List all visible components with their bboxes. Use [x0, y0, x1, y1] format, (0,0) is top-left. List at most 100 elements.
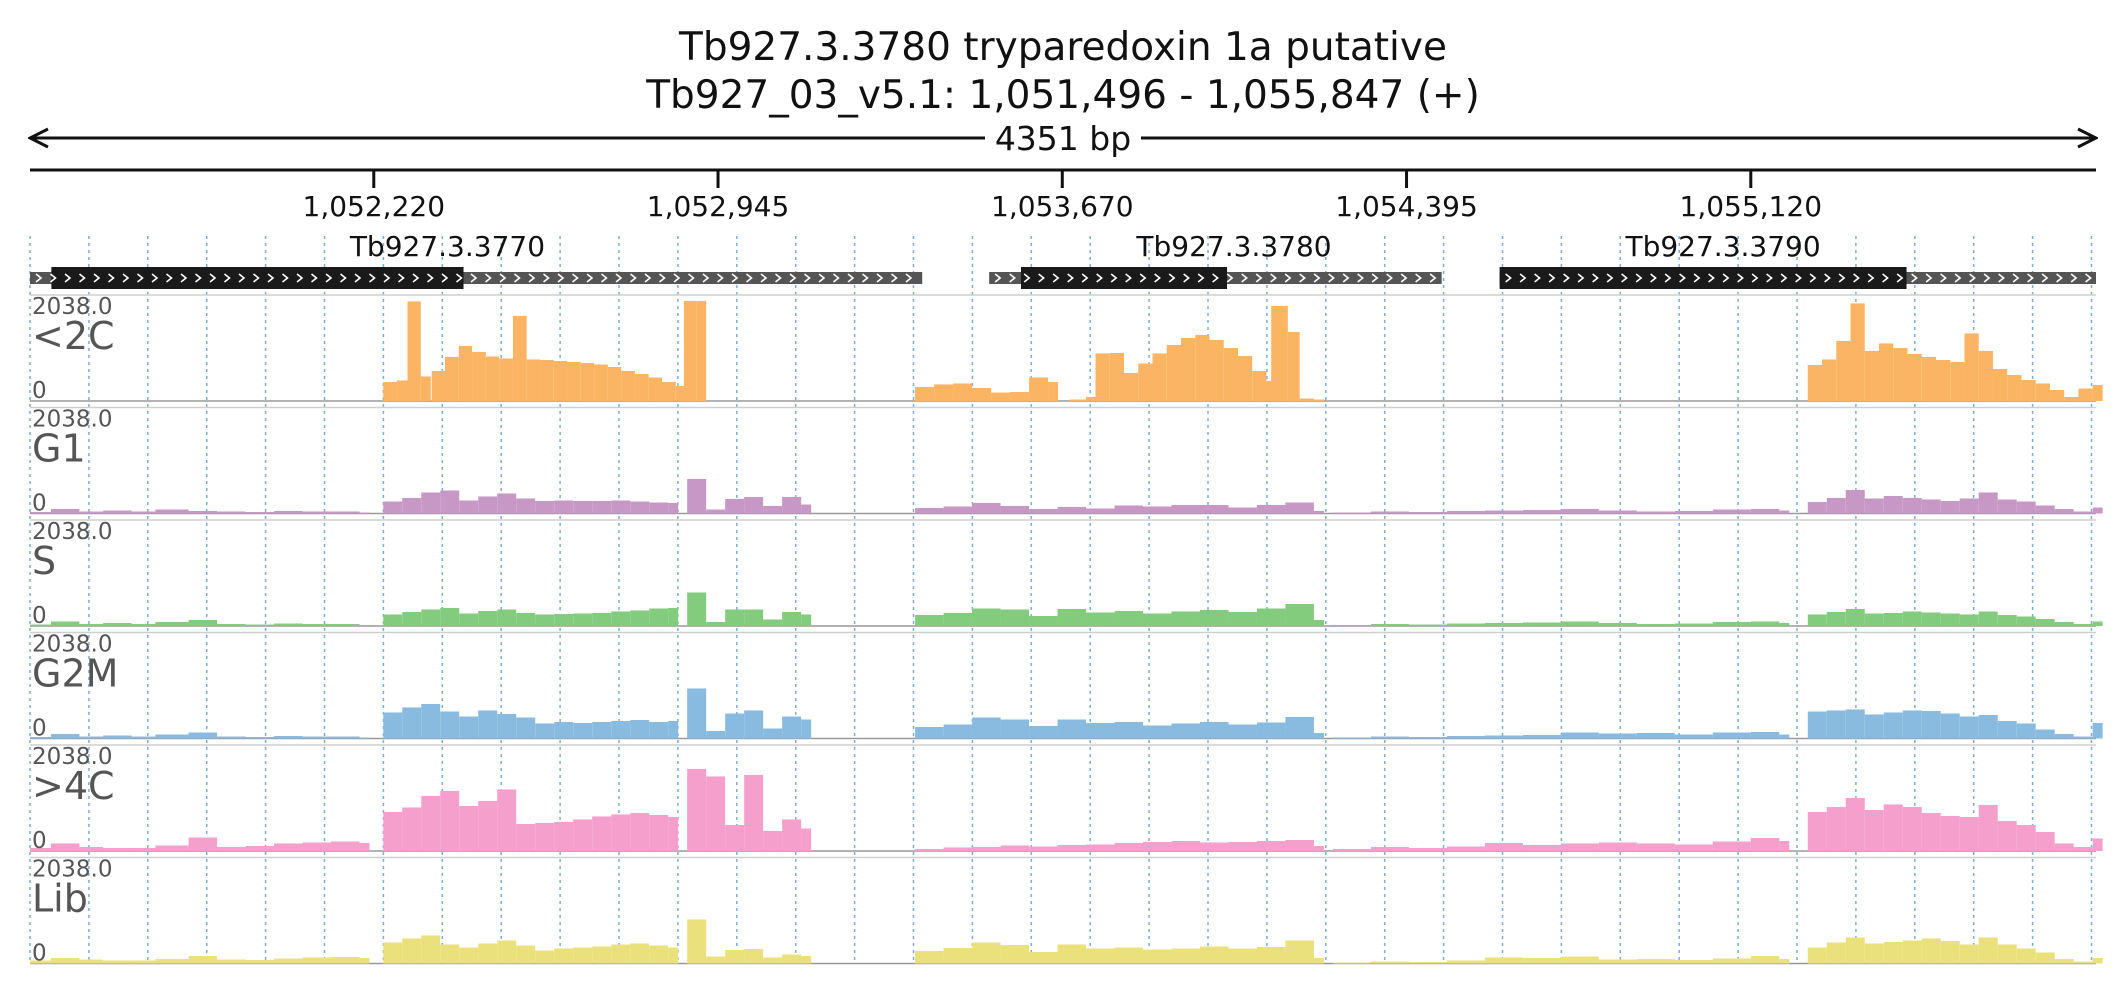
- coverage-bar: [1978, 350, 1993, 401]
- coverage-bar: [245, 624, 275, 626]
- coverage-bar: [1907, 353, 1922, 401]
- coverage-bar: [725, 713, 745, 739]
- coverage-bar: [943, 724, 973, 739]
- strand-arrow: [1838, 273, 1846, 283]
- coverage-bar: [499, 358, 513, 401]
- strand-arrow: [1009, 273, 1016, 283]
- coverage-bar: [1522, 734, 1561, 739]
- coverage-bar: [2035, 831, 2055, 851]
- coverage-bar: [1836, 340, 1851, 401]
- coverage-bar: [402, 807, 422, 851]
- track-min-label: 0: [32, 491, 47, 517]
- coverage-bar: [1826, 806, 1846, 851]
- coverage-bar: [440, 790, 460, 851]
- coverage-bar: [1370, 736, 1409, 739]
- strand-arrow: [340, 273, 347, 283]
- coverage-bar: [1095, 353, 1110, 401]
- coverage-bar: [535, 614, 555, 626]
- coverage-bar: [188, 955, 218, 964]
- coverage-bar: [1807, 711, 1827, 739]
- coverage-bar: [1826, 710, 1846, 739]
- coverage-bar: [1057, 506, 1087, 514]
- strand-arrow: [833, 273, 840, 283]
- strand-arrow: [180, 273, 188, 283]
- strand-arrow: [485, 273, 492, 283]
- coverage-bar: [2092, 722, 2103, 739]
- coverage-bar: [516, 717, 536, 739]
- coverage-bar: [991, 392, 1011, 401]
- coverage-bar: [1674, 623, 1713, 626]
- coverage-bar: [2073, 961, 2093, 964]
- strand-arrow: [905, 273, 913, 283]
- coverage-bar: [943, 506, 973, 514]
- coverage-bar: [630, 501, 650, 514]
- coverage-bar: [50, 733, 80, 739]
- coverage-bar: [801, 828, 812, 851]
- track-max-label: 2038.0: [32, 294, 112, 320]
- coverage-bar: [1484, 957, 1523, 964]
- coverage-bar: [1446, 846, 1485, 851]
- coverage-bar: [649, 502, 669, 514]
- coverage-bar: [1199, 946, 1229, 964]
- coverage-bar: [1636, 843, 1675, 851]
- coverage-bar: [687, 478, 707, 514]
- coverage-bar: [1712, 732, 1751, 739]
- coverage-bar: [1000, 845, 1030, 851]
- strand-arrow: [1534, 273, 1541, 283]
- coverage-bar: [2016, 723, 2036, 739]
- coverage-bar: [331, 956, 360, 964]
- strand-arrow: [1650, 273, 1657, 283]
- strand-arrow: [688, 273, 695, 283]
- coverage-bar: [1285, 502, 1314, 514]
- strand-arrow: [122, 273, 130, 283]
- strand-arrow: [1400, 273, 1408, 283]
- strand-arrow: [1386, 273, 1393, 283]
- coverage-bar: [1484, 842, 1523, 851]
- coverage-bar: [440, 607, 460, 626]
- coverage-bar: [1978, 937, 1998, 964]
- coverage-bar: [649, 814, 669, 851]
- coverage-bar: [1114, 842, 1144, 851]
- coverage-bar: [2035, 952, 2055, 964]
- strand-arrow: [209, 273, 217, 283]
- coverage-track: 2038.0G1 0: [30, 407, 2103, 517]
- coverage-bar: [668, 502, 679, 514]
- coverage-bar: [1332, 737, 1371, 739]
- coverage-bar: [440, 711, 460, 739]
- coverage-bar: [1674, 959, 1713, 964]
- coverage-bar: [1271, 305, 1288, 401]
- coverage-bar: [1921, 812, 1941, 851]
- coverage-bar: [1712, 841, 1751, 851]
- coverage-bar: [972, 717, 1001, 739]
- coverage-bar: [1997, 614, 2017, 626]
- coverage-bar: [972, 846, 1001, 851]
- coverage-bar: [1940, 500, 1960, 514]
- coverage-bar: [706, 509, 726, 514]
- strand-arrow: [354, 273, 362, 283]
- strand-arrow: [572, 273, 579, 283]
- coverage-bar: [1864, 350, 1880, 401]
- coverage-bar: [516, 823, 536, 851]
- coverage-bar: [1879, 343, 1894, 401]
- coverage-bar: [217, 846, 246, 851]
- coverage-bar: [274, 958, 303, 964]
- coverage-bar: [103, 510, 132, 514]
- coverage-bar: [383, 811, 403, 851]
- coverage-bar: [915, 507, 944, 514]
- strand-arrow: [1212, 273, 1219, 283]
- coverage-bar: [634, 373, 649, 401]
- coverage-bar: [1370, 623, 1409, 626]
- coverage-bar: [1807, 811, 1827, 851]
- coverage-bar: [553, 360, 568, 401]
- coverage-bar: [1166, 344, 1181, 401]
- coverage-bar: [1057, 608, 1087, 626]
- coverage-bar: [302, 736, 332, 739]
- coverage-bar: [1332, 962, 1371, 964]
- coverage-bar: [1086, 396, 1097, 401]
- coverage-bar: [516, 498, 536, 514]
- coverage-bar: [1171, 948, 1200, 964]
- coverage-bar: [1598, 842, 1637, 851]
- strand-arrow: [238, 273, 246, 283]
- coverage-bar: [1256, 840, 1286, 851]
- coverage-bar: [1845, 937, 1865, 964]
